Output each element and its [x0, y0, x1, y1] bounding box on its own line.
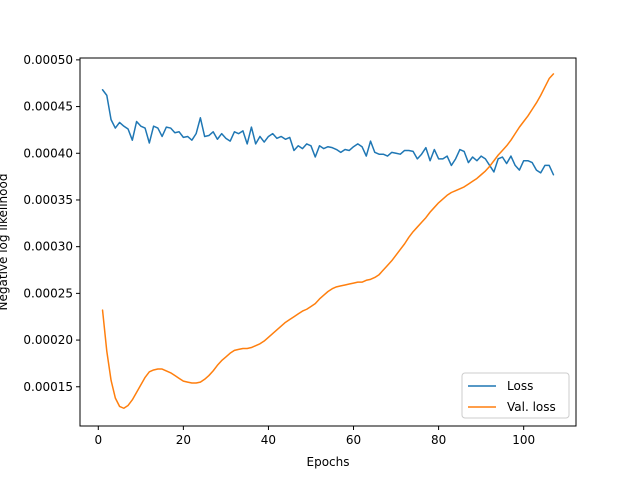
y-tick-label: 0.00025 [23, 286, 73, 300]
y-tick-label: 0.00040 [23, 146, 73, 160]
x-tick-label: 40 [261, 433, 276, 447]
legend-label-val-loss: Val. loss [507, 400, 556, 414]
series-line-loss [101, 89, 555, 176]
x-tick-label: 60 [346, 433, 361, 447]
x-tick-label: 0 [94, 433, 102, 447]
y-tick-label: 0.00050 [23, 53, 73, 67]
x-tick-label: 20 [176, 433, 191, 447]
y-tick-label: 0.00020 [23, 333, 73, 347]
legend-label-loss: Loss [507, 379, 533, 393]
y-axis: 0.00015 0.00020 0.00025 0.00030 0.00035 0.000… [23, 53, 80, 394]
y-tick-label: 0.00035 [23, 193, 73, 207]
x-axis: 0 20 40 60 80 100 [94, 426, 535, 447]
y-tick-label: 0.00045 [23, 100, 73, 114]
legend: Loss Val. loss [461, 372, 570, 419]
y-axis-label: Negative log likelihood [0, 174, 10, 311]
x-tick-label: 80 [431, 433, 446, 447]
series-line-val-loss [101, 73, 555, 409]
plot-frame [79, 57, 577, 427]
x-tick-label: 100 [512, 433, 535, 447]
y-tick-label: 0.00030 [23, 240, 73, 254]
plot-lines [101, 73, 555, 409]
x-axis-label: Epochs [307, 455, 350, 469]
y-tick-label: 0.00015 [23, 380, 73, 394]
